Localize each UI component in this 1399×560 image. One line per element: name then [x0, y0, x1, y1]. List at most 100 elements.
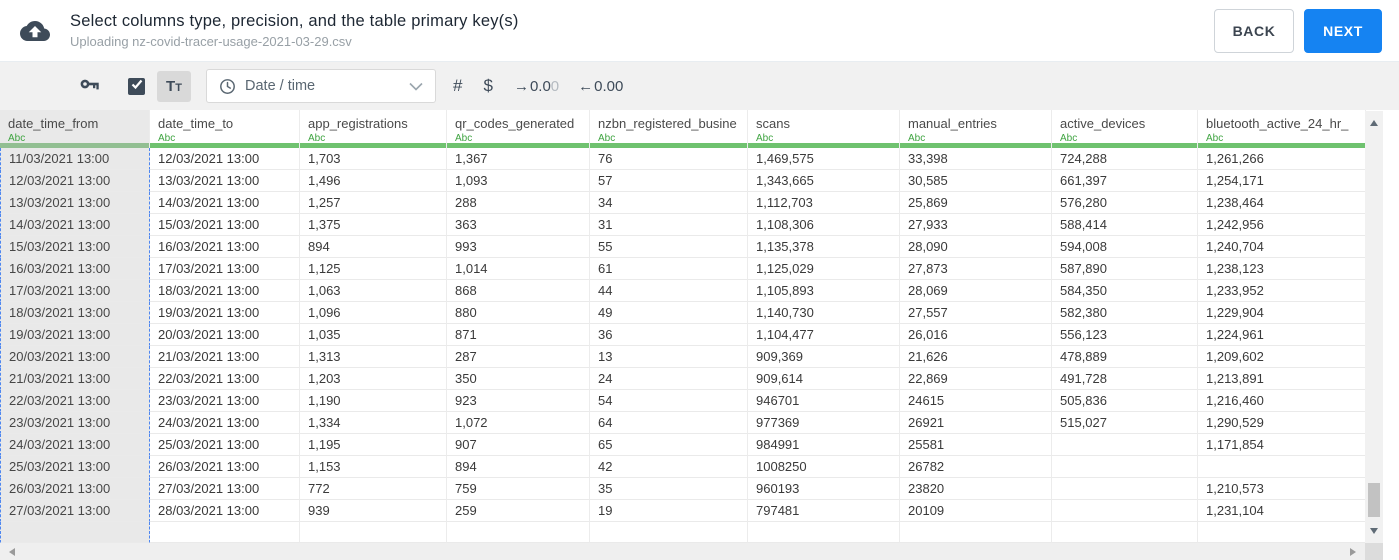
cell[interactable]: 1,135,378	[748, 236, 900, 258]
back-button[interactable]: BACK	[1214, 8, 1294, 53]
cell[interactable]: 1,195	[300, 434, 447, 456]
cell[interactable]: 594,008	[1052, 236, 1198, 258]
cell[interactable]	[1052, 522, 1198, 543]
cell[interactable]: 12/03/2021 13:00	[150, 148, 300, 170]
cell[interactable]: 287	[447, 346, 590, 368]
cell[interactable]: 14/03/2021 13:00	[150, 192, 300, 214]
cell[interactable]: 894	[447, 456, 590, 478]
cell[interactable]	[900, 522, 1052, 543]
cell[interactable]: 20/03/2021 13:00	[150, 324, 300, 346]
column-type-dropdown[interactable]: Date / time	[206, 69, 436, 103]
cell[interactable]: 1,469,575	[748, 148, 900, 170]
cell[interactable]: 1,313	[300, 346, 447, 368]
cell[interactable]: 984991	[748, 434, 900, 456]
cell[interactable]: 13/03/2021 13:00	[0, 192, 150, 214]
cell[interactable]: 1,035	[300, 324, 447, 346]
cell[interactable]: 26/03/2021 13:00	[150, 456, 300, 478]
cell[interactable]: 1,096	[300, 302, 447, 324]
scroll-left-button[interactable]	[4, 543, 20, 560]
cell[interactable]: 515,027	[1052, 412, 1198, 434]
column-header[interactable]: qr_codes_generated Abc	[447, 110, 590, 148]
cell[interactable]: 15/03/2021 13:00	[150, 214, 300, 236]
cell[interactable]: 1,063	[300, 280, 447, 302]
cell[interactable]: 1,703	[300, 148, 447, 170]
cell[interactable]: 44	[590, 280, 748, 302]
cell[interactable]	[1052, 456, 1198, 478]
cell[interactable]	[1198, 522, 1366, 543]
cell[interactable]: 18/03/2021 13:00	[150, 280, 300, 302]
cell[interactable]: 21/03/2021 13:00	[150, 346, 300, 368]
cell[interactable]: 31	[590, 214, 748, 236]
cell[interactable]: 23/03/2021 13:00	[0, 412, 150, 434]
cell[interactable]: 724,288	[1052, 148, 1198, 170]
next-button[interactable]: NEXT	[1304, 8, 1382, 53]
cell[interactable]: 18/03/2021 13:00	[0, 302, 150, 324]
cell[interactable]: 28,069	[900, 280, 1052, 302]
cell[interactable]: 26,016	[900, 324, 1052, 346]
cell[interactable]: 1,496	[300, 170, 447, 192]
cell[interactable]: 1,343,665	[748, 170, 900, 192]
cell[interactable]: 1,257	[300, 192, 447, 214]
cell[interactable]: 34	[590, 192, 748, 214]
cell[interactable]: 16/03/2021 13:00	[0, 258, 150, 280]
cell[interactable]: 19	[590, 500, 748, 522]
cell[interactable]: 20/03/2021 13:00	[0, 346, 150, 368]
cell[interactable]: 21/03/2021 13:00	[0, 368, 150, 390]
cell[interactable]: 26921	[900, 412, 1052, 434]
cell[interactable]: 491,728	[1052, 368, 1198, 390]
cell[interactable]: 1,209,602	[1198, 346, 1366, 368]
cell[interactable]: 23/03/2021 13:00	[150, 390, 300, 412]
cell[interactable]: 1,240,704	[1198, 236, 1366, 258]
cell[interactable]: 363	[447, 214, 590, 236]
number-type-button[interactable]: #	[453, 76, 463, 95]
cell[interactable]: 772	[300, 478, 447, 500]
cell[interactable]: 584,350	[1052, 280, 1198, 302]
cell[interactable]: 505,836	[1052, 390, 1198, 412]
cell[interactable]: 1,224,961	[1198, 324, 1366, 346]
cell[interactable]: 1,254,171	[1198, 170, 1366, 192]
column-header[interactable]: date_time_from Abc	[0, 110, 150, 148]
cell[interactable]: 24/03/2021 13:00	[150, 412, 300, 434]
cell[interactable]: 13/03/2021 13:00	[150, 170, 300, 192]
cell[interactable]: 26782	[900, 456, 1052, 478]
cell[interactable]: 49	[590, 302, 748, 324]
cell[interactable]: 1,190	[300, 390, 447, 412]
cell[interactable]: 35	[590, 478, 748, 500]
cell[interactable]: 1,233,952	[1198, 280, 1366, 302]
cell[interactable]: 977369	[748, 412, 900, 434]
cell[interactable]: 24	[590, 368, 748, 390]
cell[interactable]: 868	[447, 280, 590, 302]
column-header[interactable]: active_devices Abc	[1052, 110, 1198, 148]
cell[interactable]: 907	[447, 434, 590, 456]
cell[interactable]: 61	[590, 258, 748, 280]
cell[interactable]: 880	[447, 302, 590, 324]
currency-type-button[interactable]: $	[483, 76, 493, 95]
cell[interactable]	[447, 522, 590, 543]
cell[interactable]: 909,369	[748, 346, 900, 368]
cell[interactable]: 939	[300, 500, 447, 522]
increase-decimals-button[interactable]: ← 0.00	[578, 78, 623, 95]
cell[interactable]: 24/03/2021 13:00	[0, 434, 150, 456]
cell[interactable]	[300, 522, 447, 543]
cell[interactable]: 1,229,904	[1198, 302, 1366, 324]
cell[interactable]: 1,238,464	[1198, 192, 1366, 214]
cell[interactable]: 478,889	[1052, 346, 1198, 368]
cell[interactable]: 57	[590, 170, 748, 192]
cell[interactable]: 1,108,306	[748, 214, 900, 236]
cell[interactable]: 894	[300, 236, 447, 258]
cell[interactable]: 582,380	[1052, 302, 1198, 324]
cell[interactable]: 27/03/2021 13:00	[150, 478, 300, 500]
include-column-checkbox[interactable]	[128, 77, 145, 95]
cell[interactable]: 1,242,956	[1198, 214, 1366, 236]
cell[interactable]: 55	[590, 236, 748, 258]
cell[interactable]: 1,153	[300, 456, 447, 478]
scroll-right-button[interactable]	[1345, 543, 1361, 560]
cell[interactable]: 993	[447, 236, 590, 258]
cell[interactable]: 871	[447, 324, 590, 346]
cell[interactable]: 576,280	[1052, 192, 1198, 214]
cell[interactable]: 64	[590, 412, 748, 434]
cell[interactable]: 16/03/2021 13:00	[150, 236, 300, 258]
cell[interactable]: 1,290,529	[1198, 412, 1366, 434]
cell[interactable]: 1,014	[447, 258, 590, 280]
cell[interactable]: 30,585	[900, 170, 1052, 192]
